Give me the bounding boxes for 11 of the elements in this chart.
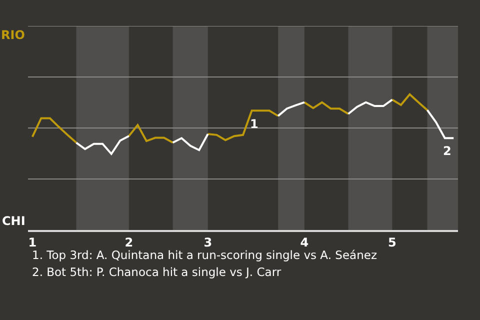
text: 1. Top 3rd: A. Quintana hit a run-scoring single vs A. Seánez — [32, 248, 377, 262]
annotation: 2 — [443, 144, 452, 158]
text: RIO — [1, 28, 25, 42]
x-tick-label: 5 — [388, 235, 396, 250]
text: CHI — [2, 214, 26, 228]
x-tick-label: 4 — [300, 235, 309, 250]
text: 2. Bot 5th: P. Chanoca hit a single vs J. Carr — [32, 265, 282, 279]
x-tick-label: 2 — [124, 235, 134, 250]
x-tick-label: 1 — [28, 235, 37, 250]
x-tick-label: 3 — [204, 235, 212, 250]
annotation: 1 — [250, 117, 258, 131]
